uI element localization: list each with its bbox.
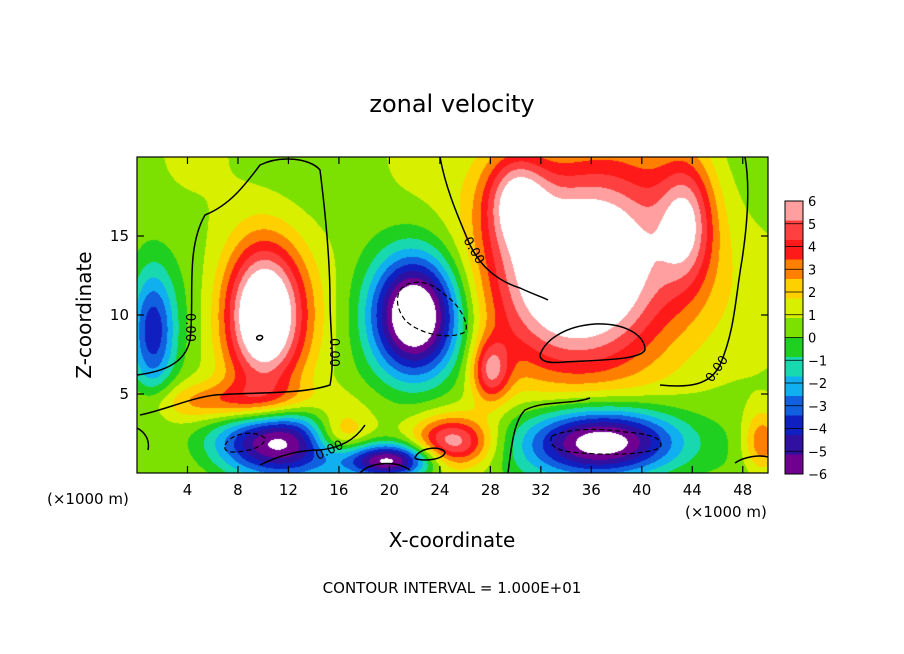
colorbar-label: 0	[808, 332, 816, 347]
colorbar-label: 3	[808, 263, 816, 278]
contour-line	[439, 157, 549, 301]
y-tick-label: 15	[110, 227, 129, 245]
y-axis-ticks: 5 10 15	[110, 227, 768, 403]
x-tick-label: 8	[233, 481, 243, 499]
dashed-contour	[396, 281, 467, 337]
contour-line	[259, 424, 366, 466]
x-tick-label: 32	[531, 481, 550, 499]
colorbar-swatch	[785, 415, 803, 436]
colorbar: 6 5 4 3 2 1 0 −1 −2 −3 −4 −5 −6	[784, 195, 827, 483]
colorbar-label: −5	[808, 445, 827, 460]
colorbar-swatch	[785, 298, 803, 319]
colorbar-label: −6	[808, 468, 827, 483]
contour-line	[255, 334, 264, 341]
contour-line	[359, 462, 411, 473]
x-tick-label: 24	[430, 481, 449, 499]
colorbar-label: −4	[808, 423, 827, 438]
colorbar-label: 2	[808, 286, 816, 301]
contour-interval-footer: CONTOUR INTERVAL = 1.000E+01	[323, 579, 582, 597]
x-tick-label: 48	[733, 481, 752, 499]
x-tick-label: 4	[183, 481, 193, 499]
x-tick-label: 20	[380, 481, 399, 499]
colorbar-swatch	[785, 220, 803, 241]
colorbar-label: 4	[808, 241, 816, 256]
colorbar-label: 5	[808, 218, 816, 233]
colorbar-swatch	[785, 279, 803, 299]
colorbar-label: −1	[808, 354, 827, 369]
colorbar-swatch	[785, 357, 803, 377]
contour-line	[734, 455, 768, 464]
dashed-contour	[550, 428, 662, 455]
x-tick-label: 28	[481, 481, 500, 499]
x-tick-label: 16	[329, 481, 348, 499]
contour-line	[414, 447, 446, 461]
x-tick-label: 36	[582, 481, 601, 499]
velocity-field	[137, 157, 768, 473]
x-unit-left: (×1000 m)	[47, 490, 129, 508]
y-axis-label: Z-coordinate	[72, 251, 96, 378]
contour-label: 0.00	[182, 313, 197, 342]
contour-line	[507, 397, 591, 473]
heatmap-plot-area	[136, 156, 769, 474]
colorbar-label: 1	[808, 309, 816, 324]
x-axis-label: X-coordinate	[389, 528, 516, 552]
colorbar-swatch	[785, 318, 803, 338]
contour-line	[137, 427, 150, 451]
chart-title: zonal velocity	[369, 90, 534, 118]
y-tick-label: 10	[110, 306, 129, 324]
dashed-contour	[224, 432, 266, 453]
x-unit-right: (×1000 m)	[685, 503, 767, 521]
contour-line	[659, 157, 749, 387]
colorbar-swatch	[785, 240, 803, 260]
zero-contours	[137, 157, 768, 473]
colorbar-swatch	[785, 376, 803, 397]
x-tick-label: 12	[279, 481, 298, 499]
x-tick-label: 44	[683, 481, 702, 499]
contour-line	[137, 158, 333, 416]
colorbar-swatch	[785, 201, 803, 221]
contour-label: 0.00	[326, 338, 341, 367]
negative-contours	[224, 281, 662, 455]
x-tick-label: 40	[632, 481, 651, 499]
colorbar-label: 6	[808, 195, 816, 210]
contour-line	[539, 323, 646, 364]
colorbar-swatch	[785, 337, 803, 358]
colorbar-label: −3	[808, 400, 827, 415]
colorbar-swatch	[785, 435, 803, 455]
colorbar-label: −2	[808, 377, 827, 392]
colorbar-swatch	[785, 454, 803, 475]
y-tick-label: 5	[119, 385, 129, 403]
x-axis-ticks: 4 8 12 16 20 24 28 32 36 40 44 48	[183, 157, 752, 499]
